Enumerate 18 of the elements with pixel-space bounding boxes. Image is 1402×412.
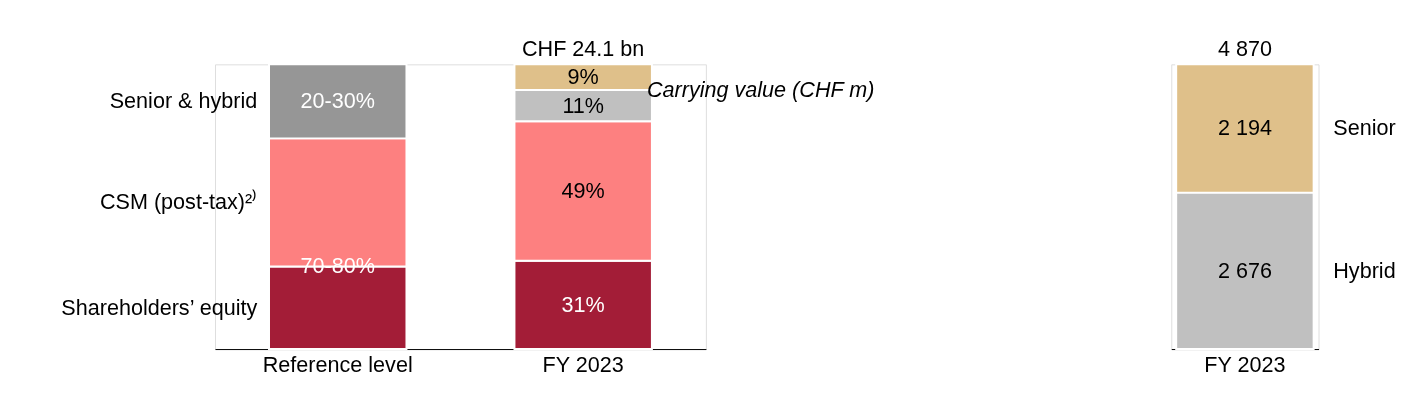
annotation: Carrying value (CHF m) bbox=[647, 76, 875, 102]
data-label: 2 194 bbox=[1217, 115, 1272, 141]
x-tick-label: FY 2023 bbox=[1204, 352, 1286, 378]
data-label: 2 676 bbox=[1217, 257, 1272, 283]
series-label: CSM (post-tax)²⁾ bbox=[99, 189, 258, 215]
series-label: Senior & hybrid bbox=[109, 88, 258, 114]
series-label: Shareholders’ equity bbox=[61, 294, 258, 320]
series-label: Hybrid bbox=[1333, 257, 1396, 283]
series-label: Senior bbox=[1333, 115, 1396, 141]
data-label: 9% bbox=[567, 64, 599, 90]
data-label: 11% bbox=[562, 92, 604, 118]
annotation: 20-30% bbox=[300, 88, 375, 114]
x-tick-label: Reference level bbox=[262, 352, 413, 378]
total-label: CHF 24.1 bn bbox=[522, 35, 645, 61]
x-tick-label: FY 2023 bbox=[542, 352, 624, 378]
data-label: 49% bbox=[561, 177, 605, 203]
total-label: 4 870 bbox=[1217, 35, 1272, 61]
data-label: 31% bbox=[561, 291, 605, 317]
